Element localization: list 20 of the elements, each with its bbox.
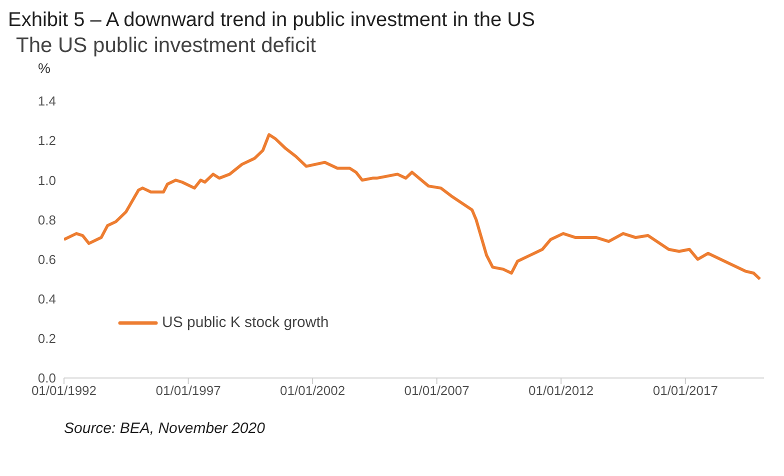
chart-title: Exhibit 5 – A downward trend in public investment in the US bbox=[8, 8, 536, 32]
y-axis-title: % bbox=[38, 60, 52, 76]
x-tick-label: 01/01/2002 bbox=[280, 383, 346, 398]
x-tick-label: 01/01/2012 bbox=[528, 383, 594, 398]
legend-label: US public K stock growth bbox=[162, 314, 329, 331]
chart-subtitle: The US public investment deficit bbox=[16, 33, 317, 59]
y-tick-label: 1.0 bbox=[38, 172, 56, 188]
y-tick-label: 0.8 bbox=[38, 212, 56, 228]
y-tick-label: 0.0 bbox=[38, 370, 56, 386]
y-tick-label: 0.6 bbox=[38, 252, 56, 267]
x-tick-label: 01/01/2017 bbox=[652, 383, 718, 398]
x-tick-label: 01/01/1992 bbox=[31, 383, 97, 398]
x-tick-label: 01/01/1997 bbox=[156, 383, 221, 398]
line-series bbox=[64, 133, 762, 281]
y-tick-label: 0.4 bbox=[38, 291, 56, 306]
y-tick-label: 1.4 bbox=[38, 94, 56, 109]
y-tick-label: 0.2 bbox=[38, 331, 56, 346]
x-tick-label: 01/01/2007 bbox=[404, 383, 470, 398]
source-note: Source: BEA, November 2020 bbox=[64, 420, 266, 437]
y-tick-label: 1.2 bbox=[38, 133, 56, 148]
